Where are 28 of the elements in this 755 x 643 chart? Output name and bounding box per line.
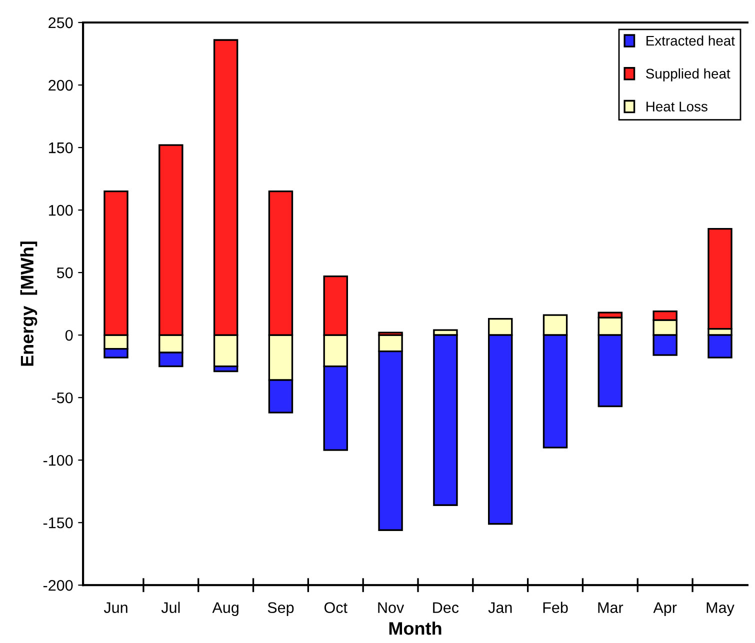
x-tick-label: May	[706, 602, 734, 616]
y-tick-label: 150	[49, 142, 73, 154]
legend-label: Extracted heat	[646, 35, 735, 46]
x-tick-label: Oct	[324, 602, 348, 614]
x-tick-label: Mar	[598, 602, 624, 614]
y-tick-label: 200	[48, 80, 73, 91]
bar	[708, 228, 732, 330]
y-tick-label: 250	[48, 17, 73, 28]
legend-label: Supplied heat	[646, 68, 730, 82]
y-tick-label: -200	[43, 580, 73, 591]
y-tick-label: 50	[56, 267, 73, 278]
x-tick-label: Jun	[104, 602, 128, 614]
legend-label: Heat Loss	[646, 102, 708, 112]
x-tick-label: Apr	[653, 602, 677, 616]
x-tick-label: Aug	[212, 602, 238, 616]
y-tick-label: -150	[43, 517, 73, 528]
y-tick-label: -100	[43, 454, 73, 466]
x-tick-label: Jan	[488, 602, 512, 614]
x-tick-label: Nov	[378, 602, 404, 614]
x-tick-label: Feb	[543, 602, 568, 614]
x-tick-label: Dec	[433, 602, 459, 614]
x-tick-label: Sep	[268, 602, 294, 616]
x-tick-label: Jul	[161, 602, 180, 614]
x-axis-title: Month	[389, 622, 442, 635]
y-tick-label: 0	[65, 330, 73, 341]
y-tick-label: -50	[52, 392, 73, 404]
y-axis-title: Energy [MWh]	[20, 242, 38, 366]
y-tick-label: 100	[49, 204, 73, 216]
